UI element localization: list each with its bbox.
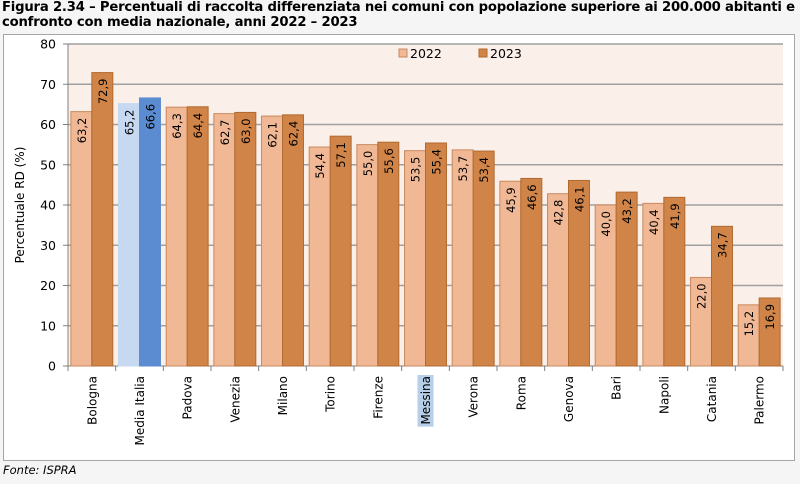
legend-swatch-2022	[398, 48, 408, 58]
category-label: Padova	[181, 376, 195, 419]
bar-2022	[356, 144, 379, 367]
y-tick-label: 20	[40, 278, 56, 293]
data-label: 34,7	[715, 232, 729, 258]
bar-2023	[377, 141, 400, 367]
category-label: Milano	[276, 376, 290, 415]
category-label: Catania	[705, 376, 719, 422]
bar-2022	[165, 106, 188, 367]
data-label: 55,6	[382, 148, 396, 174]
data-label: 63,0	[239, 118, 253, 144]
bar-2023	[615, 191, 638, 367]
category-label: Torino	[324, 376, 338, 413]
bar-2022	[118, 103, 140, 367]
bar-2023	[711, 225, 733, 367]
figure-title-line-1: Figura 2.34 – Percentuali di raccolta di…	[2, 0, 795, 15]
data-label: 16,9	[763, 304, 777, 330]
data-label: 42,8	[552, 200, 566, 226]
legend-swatch-2023	[478, 48, 488, 58]
y-tick-label: 0	[48, 359, 56, 374]
bar-2023	[186, 106, 209, 367]
data-label: 40,0	[599, 211, 613, 237]
y-tick-label: 50	[40, 157, 56, 172]
data-label: 40,4	[647, 209, 661, 235]
y-tick-label: 40	[40, 198, 56, 213]
data-label: 64,4	[191, 113, 205, 139]
category-label: Verona	[467, 376, 481, 418]
y-tick-label: 60	[40, 117, 56, 132]
data-label: 43,2	[620, 198, 634, 224]
category-label: Roma	[514, 376, 528, 410]
category-label: Bologna	[85, 376, 99, 425]
data-label: 65,2	[123, 110, 137, 136]
bar-2023	[425, 142, 447, 367]
data-label: 54,4	[313, 153, 327, 179]
data-label: 72,9	[96, 79, 110, 105]
bar-2022	[261, 115, 284, 367]
data-label: 46,6	[525, 184, 539, 210]
data-label: 53,4	[477, 157, 491, 183]
y-axis-label: Percentuale RD (%)	[13, 147, 27, 264]
data-label: 62,4	[286, 121, 300, 147]
data-label: 57,1	[334, 142, 348, 168]
bar-2023	[139, 97, 161, 367]
data-label: 62,1	[266, 122, 280, 148]
category-label: Firenze	[371, 376, 385, 419]
data-label: 55,4	[429, 149, 443, 175]
y-tick-label: 30	[40, 238, 56, 253]
legend-label-2023: 2023	[490, 46, 522, 61]
y-tick-label: 80	[40, 37, 56, 52]
data-label: 22,0	[695, 283, 709, 309]
category-label: Palermo	[753, 376, 767, 425]
bar-2023	[520, 177, 543, 367]
bar-2022	[213, 113, 236, 367]
category-label: Bari	[610, 376, 624, 400]
data-label: 62,7	[218, 120, 232, 146]
data-label: 46,1	[572, 186, 586, 212]
bar-2023	[234, 111, 257, 367]
data-label: 15,2	[742, 311, 756, 337]
figure-title-line-2: confronto con media nazionale, anni 2022…	[2, 15, 358, 30]
y-tick-label: 10	[40, 318, 56, 333]
data-label: 66,6	[143, 104, 157, 130]
bar-2023	[568, 179, 590, 367]
figure-title: Figura 2.34 – Percentuali di raccolta di…	[2, 0, 798, 30]
bar-2023	[282, 114, 304, 367]
data-label: 41,9	[668, 203, 682, 229]
data-label: 64,3	[170, 113, 184, 139]
data-label: 53,7	[456, 156, 470, 182]
data-label: 45,9	[504, 187, 518, 213]
bar-2023	[472, 150, 495, 367]
bar-2022	[308, 146, 331, 367]
bar-2023	[758, 297, 781, 367]
source-note: Fonte: ISPRA	[3, 463, 77, 477]
data-label: 55,0	[361, 151, 375, 177]
data-label: 53,5	[409, 157, 423, 183]
legend-label-2022: 2022	[410, 46, 442, 61]
bar-2022	[70, 111, 93, 367]
bar-2023	[329, 135, 352, 367]
bar-2023	[91, 72, 114, 367]
category-label: Napoli	[657, 376, 671, 414]
category-highlight	[417, 375, 434, 427]
category-label: Venezia	[228, 376, 242, 423]
category-label: Genova	[562, 376, 576, 422]
category-label: Media Italia	[133, 376, 147, 445]
y-tick-label: 70	[40, 77, 56, 92]
category-label: Messina	[419, 376, 433, 425]
bar-2023	[663, 196, 686, 367]
data-label: 63,2	[75, 118, 89, 144]
